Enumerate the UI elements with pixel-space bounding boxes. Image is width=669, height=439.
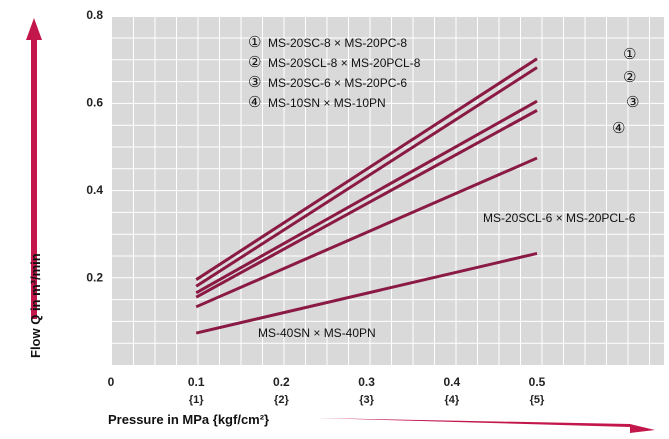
series-line-4 [195, 109, 538, 299]
legend-entry: MS-20SCL-8 × MS-20PCL-8 [268, 56, 421, 70]
series-marker-2: ② [623, 68, 636, 86]
series-line-1 [195, 57, 538, 281]
legend-marker: ③ [248, 73, 261, 91]
x-axis-arrow [316, 418, 655, 433]
series-label-5: MS-20SCL-6 × MS-20PCL-6 [483, 211, 636, 225]
x-axis-label: Pressure in MPa {kgf/cm²} [108, 412, 269, 427]
legend-marker: ④ [248, 93, 261, 111]
x-tick-label: 0.4 [443, 375, 460, 389]
x-tick-sublabel: {4} [444, 394, 459, 406]
series-markers: ① ② ③④ [612, 45, 639, 137]
y-tick-label: 0.6 [86, 96, 103, 110]
series-annotations: MS-20SCL-6 × MS-20PCL-6 MS-40SN × MS-40PN [258, 211, 636, 340]
legend-entry: MS-20SC-6 × MS-20PC-6 [268, 76, 407, 90]
series-line-2 [195, 66, 538, 288]
x-tick-labels: 0 0.1 {1} 0.2 {2} 0.3 {3} 0.4 {4} 0.5 {5} [108, 375, 546, 406]
x-tick-label: 0.5 [529, 375, 546, 389]
series-label-6: MS-40SN × MS-40PN [258, 326, 376, 340]
x-tick-sublabel: {3} [359, 394, 374, 406]
x-tick-label: 0.3 [358, 375, 375, 389]
grid [112, 17, 664, 365]
series-marker-3: ③ [626, 93, 639, 111]
legend-entry: MS-20SC-8 × MS-20PC-8 [268, 36, 407, 50]
series-marker-1: ① [623, 45, 636, 63]
series-line-5 [195, 156, 538, 309]
x-tick-sublabel: {5} [530, 394, 545, 406]
x-tick-sublabel: {1} [189, 394, 204, 406]
y-tick-labels: 0.2 0.4 0.6 0.8 [86, 8, 103, 285]
x-tick-label: 0.2 [273, 375, 290, 389]
legend-marker: ① [248, 33, 261, 51]
y-tick-label: 0.8 [86, 8, 103, 22]
legend-marker: ② [248, 53, 261, 71]
series-line-6 [195, 251, 538, 335]
series-line-3 [195, 99, 538, 295]
y-tick-label: 0.4 [86, 183, 103, 197]
y-axis-label: Flow Q in m³/min [28, 253, 43, 358]
series-marker-4: ④ [612, 119, 625, 137]
legend: ① MS-20SC-8 × MS-20PC-8 ② MS-20SCL-8 × MS-2… [248, 33, 421, 111]
x-tick-sublabel: {2} [274, 394, 289, 406]
y-tick-label: 0.2 [86, 271, 103, 285]
x-tick-label: 0.1 [188, 375, 205, 389]
x-tick-label: 0 [108, 375, 115, 389]
series-lines [195, 57, 538, 335]
legend-entry: MS-10SN × MS-10PN [268, 96, 386, 110]
y-axis-arrow [26, 18, 42, 319]
